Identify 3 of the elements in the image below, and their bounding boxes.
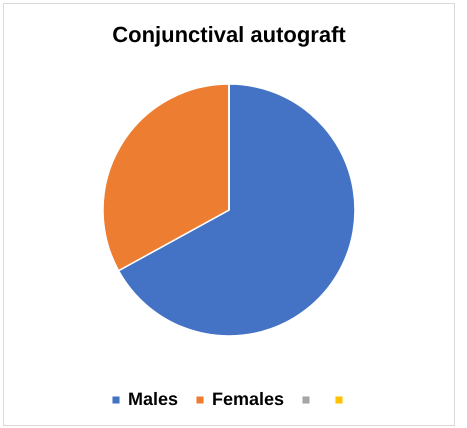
chart-title: Conjunctival autograft (112, 22, 346, 47)
legend-label: Males (128, 389, 178, 409)
legend-label: Females (212, 389, 284, 409)
